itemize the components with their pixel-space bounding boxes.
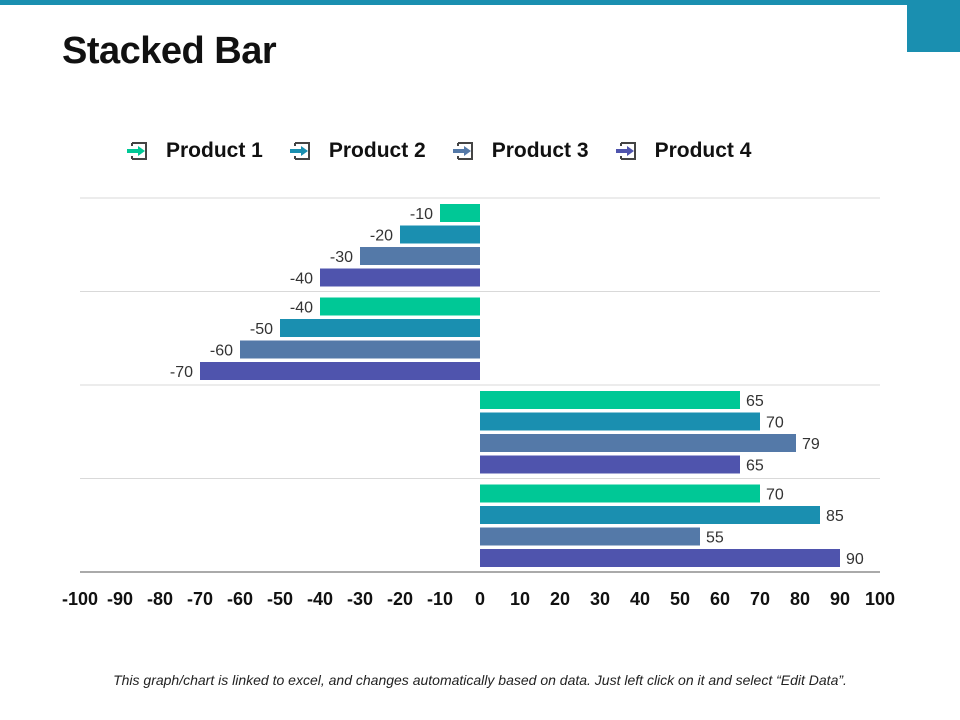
x-tick-label: 50: [670, 589, 690, 609]
bar-product-4: [480, 455, 740, 474]
bar-chart: -10-406570-20-507085-30-607955-40-706590…: [62, 197, 895, 609]
bar-product-1: [480, 484, 760, 503]
arrow-box-icon: [127, 142, 147, 160]
data-label: 55: [706, 530, 724, 547]
data-label: -10: [410, 206, 433, 223]
corner-accent-block: [907, 0, 960, 52]
x-tick-label: 0: [475, 589, 485, 609]
legend-label: Product 3: [491, 139, 589, 162]
arrow-box-icon: [615, 142, 636, 160]
data-label: 85: [826, 508, 844, 525]
x-tick-label: -90: [107, 589, 133, 609]
bar-product-2: [480, 412, 760, 431]
data-label: -40: [290, 300, 313, 317]
bar-product-3: [480, 527, 700, 546]
x-tick-label: 100: [865, 589, 895, 609]
bar-product-3: [240, 340, 480, 359]
data-label: 70: [766, 487, 784, 504]
legend-item-product-4[interactable]: Product 4: [613, 137, 752, 165]
x-tick-label: -20: [387, 589, 413, 609]
x-tick-label: -50: [267, 589, 293, 609]
data-label: -50: [250, 321, 273, 338]
x-tick-label: 10: [510, 589, 530, 609]
x-tick-label: -80: [147, 589, 173, 609]
x-tick-label: -40: [307, 589, 333, 609]
x-tick-label: -70: [187, 589, 213, 609]
x-tick-label: 40: [630, 589, 650, 609]
x-tick-label: 80: [790, 589, 810, 609]
legend-item-product-3[interactable]: Product 3: [450, 137, 589, 165]
bar-product-1: [320, 297, 480, 316]
data-label: 90: [846, 551, 864, 568]
bar-product-3: [360, 247, 480, 265]
bar-product-1: [480, 391, 740, 409]
top-accent-bar: [0, 0, 960, 5]
data-label: -20: [370, 228, 393, 245]
x-tick-label: 70: [750, 589, 770, 609]
bar-product-2: [400, 225, 480, 244]
page-title: Stacked Bar: [62, 30, 277, 72]
data-label: 65: [746, 458, 764, 475]
data-label: -30: [330, 249, 353, 266]
bar-product-1: [440, 204, 480, 222]
data-label: 70: [766, 415, 784, 432]
chart-legend: Product 1 Product 2 Product 3 Product 4: [124, 136, 775, 166]
data-label: 65: [746, 393, 764, 410]
data-label: -40: [290, 271, 313, 288]
x-tick-label: 30: [590, 589, 610, 609]
bar-product-4: [320, 268, 480, 287]
bar-product-4: [480, 549, 840, 567]
data-label: 79: [802, 436, 820, 453]
bar-product-4: [200, 362, 480, 380]
x-tick-label: 20: [550, 589, 570, 609]
data-label: -60: [210, 343, 233, 360]
x-tick-label: -60: [227, 589, 253, 609]
x-tick-label: 60: [710, 589, 730, 609]
bar-product-2: [480, 506, 820, 524]
legend-item-product-1[interactable]: Product 1: [124, 137, 263, 165]
legend-label: Product 2: [328, 139, 426, 162]
x-tick-label: 90: [830, 589, 850, 609]
legend-label: Product 4: [654, 139, 752, 162]
arrow-box-icon: [452, 142, 473, 160]
footnote: This graph/chart is linked to excel, and…: [113, 672, 847, 688]
data-label: -70: [170, 364, 193, 381]
x-tick-label: -100: [62, 589, 98, 609]
legend-label: Product 1: [166, 139, 263, 162]
x-tick-label: -30: [347, 589, 373, 609]
x-tick-label: -10: [427, 589, 453, 609]
bar-product-2: [280, 319, 480, 337]
arrow-box-icon: [289, 142, 310, 160]
bar-product-3: [480, 434, 796, 452]
legend-item-product-2[interactable]: Product 2: [287, 137, 426, 165]
